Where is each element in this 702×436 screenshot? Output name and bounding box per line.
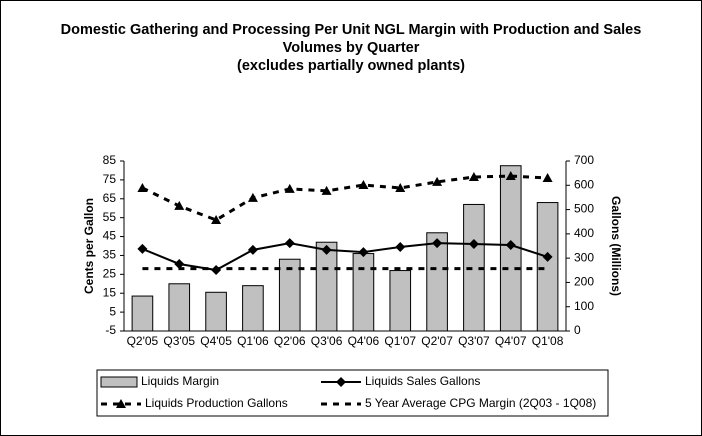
point bbox=[542, 173, 553, 182]
y-tick-label: 35 bbox=[103, 248, 117, 262]
point bbox=[505, 171, 516, 181]
chart-title: Domestic Gathering and Processing Per Un… bbox=[60, 22, 642, 56]
y-tick-label: 75 bbox=[103, 172, 117, 186]
x-tick-label: Q1'08 bbox=[532, 334, 564, 348]
point bbox=[321, 244, 332, 255]
point bbox=[211, 215, 222, 225]
x-tick-label: Q4'07 bbox=[495, 334, 527, 348]
x-tick-label: Q2'06 bbox=[274, 334, 306, 348]
point bbox=[284, 238, 295, 249]
x-tick-label: Q3'06 bbox=[311, 334, 343, 348]
y2-tick-label: 0 bbox=[574, 323, 581, 337]
y-tick-label: 85 bbox=[103, 153, 117, 167]
y2-axis-title: Gallons (Millions) bbox=[609, 196, 623, 296]
series-line bbox=[141, 174, 548, 222]
point bbox=[137, 182, 148, 192]
point bbox=[358, 247, 369, 258]
y-tick-label: 25 bbox=[103, 267, 117, 281]
bar bbox=[352, 253, 375, 332]
legend-label: Liquids Sales Gallons bbox=[365, 374, 480, 388]
point bbox=[137, 243, 148, 254]
legend-box bbox=[96, 369, 609, 417]
bar bbox=[315, 241, 338, 332]
y2-tick-label: 600 bbox=[574, 177, 594, 191]
y2-tick-label: 700 bbox=[574, 153, 594, 167]
point bbox=[174, 200, 185, 210]
point bbox=[284, 183, 295, 193]
chart-title-block: Domestic Gathering and Processing Per Un… bbox=[31, 21, 671, 75]
legend-swatch bbox=[100, 376, 138, 388]
bar bbox=[278, 258, 301, 332]
point bbox=[395, 241, 406, 252]
bar bbox=[242, 285, 264, 332]
x-tick-label: Q1'06 bbox=[237, 334, 269, 348]
x-tick-label: Q1'07 bbox=[384, 334, 416, 348]
point bbox=[247, 192, 258, 202]
y-tick-label: -5 bbox=[105, 323, 116, 337]
bar bbox=[389, 270, 412, 332]
y2-tick-label: 400 bbox=[574, 226, 594, 240]
y-tick-label: 65 bbox=[103, 191, 117, 205]
x-tick-label: Q3'05 bbox=[163, 334, 195, 348]
bar bbox=[536, 202, 559, 332]
legend-marker bbox=[336, 377, 346, 387]
series-line bbox=[142, 242, 548, 272]
point bbox=[247, 244, 258, 255]
y2-tick-label: 200 bbox=[574, 275, 594, 289]
legend-label: 5 Year Average CPG Margin (2Q03 - 1Q08) bbox=[365, 396, 596, 410]
point bbox=[542, 251, 553, 262]
point bbox=[395, 182, 406, 192]
y-tick-label: 5 bbox=[109, 304, 116, 318]
y2-tick-label: 100 bbox=[574, 299, 594, 313]
point bbox=[468, 172, 479, 182]
y2-tick-label: 500 bbox=[574, 202, 594, 216]
bar bbox=[168, 283, 191, 332]
x-tick-label: Q2'05 bbox=[127, 334, 159, 348]
point bbox=[505, 240, 516, 251]
y-tick-label: 15 bbox=[103, 285, 117, 299]
point bbox=[432, 176, 443, 186]
legend-label: Liquids Margin bbox=[141, 374, 219, 388]
chart-subtitle: (excludes partially owned plants) bbox=[236, 58, 466, 74]
bar bbox=[205, 291, 227, 332]
point bbox=[174, 258, 185, 269]
bar bbox=[426, 232, 448, 332]
point bbox=[432, 238, 443, 249]
y2-tick-label: 300 bbox=[574, 250, 594, 264]
bar bbox=[131, 295, 154, 332]
x-tick-label: Q3'07 bbox=[458, 334, 490, 348]
point bbox=[358, 180, 369, 190]
x-tick-label: Q2'07 bbox=[421, 334, 453, 348]
point bbox=[321, 185, 332, 195]
x-tick-label: Q4'06 bbox=[348, 334, 380, 348]
legend-marker bbox=[116, 399, 126, 408]
y-tick-label: 45 bbox=[103, 229, 117, 243]
point bbox=[468, 239, 479, 250]
y-tick-label: 55 bbox=[103, 210, 117, 224]
y-axis-title: Cents per Gallon bbox=[82, 198, 96, 294]
legend-label: Liquids Production Gallons bbox=[145, 396, 288, 410]
x-tick-label: Q4'05 bbox=[200, 334, 232, 348]
